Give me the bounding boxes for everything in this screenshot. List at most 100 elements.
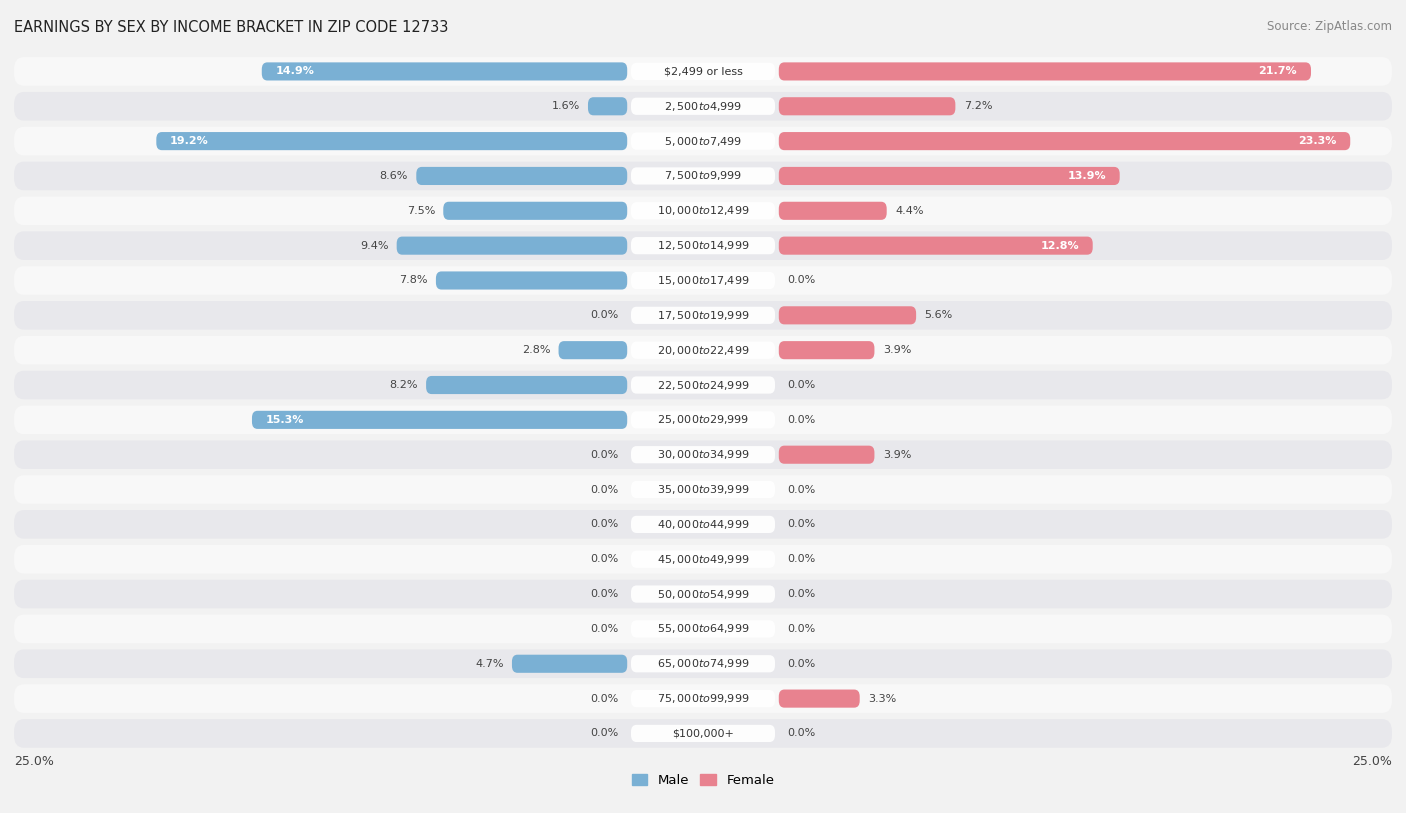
FancyBboxPatch shape: [631, 202, 775, 220]
Text: 25.0%: 25.0%: [14, 755, 53, 768]
FancyBboxPatch shape: [631, 550, 775, 567]
Text: $15,000 to $17,499: $15,000 to $17,499: [657, 274, 749, 287]
Text: $12,500 to $14,999: $12,500 to $14,999: [657, 239, 749, 252]
Text: 13.9%: 13.9%: [1067, 171, 1107, 181]
FancyBboxPatch shape: [779, 132, 1350, 150]
Text: 0.0%: 0.0%: [591, 450, 619, 459]
FancyBboxPatch shape: [631, 272, 775, 289]
FancyBboxPatch shape: [14, 232, 1392, 260]
Text: 25.0%: 25.0%: [1353, 755, 1392, 768]
FancyBboxPatch shape: [14, 580, 1392, 608]
Text: $100,000+: $100,000+: [672, 728, 734, 738]
Text: 7.5%: 7.5%: [406, 206, 434, 215]
Text: 7.8%: 7.8%: [399, 276, 427, 285]
FancyBboxPatch shape: [779, 689, 859, 707]
Text: 4.7%: 4.7%: [475, 659, 503, 669]
Text: 3.3%: 3.3%: [868, 693, 896, 703]
FancyBboxPatch shape: [631, 481, 775, 498]
Text: 0.0%: 0.0%: [591, 728, 619, 738]
Text: 0.0%: 0.0%: [591, 311, 619, 320]
FancyBboxPatch shape: [14, 92, 1392, 120]
FancyBboxPatch shape: [631, 376, 775, 393]
FancyBboxPatch shape: [512, 654, 627, 673]
Text: 0.0%: 0.0%: [787, 554, 815, 564]
Text: 0.0%: 0.0%: [591, 554, 619, 564]
FancyBboxPatch shape: [779, 63, 1310, 80]
FancyBboxPatch shape: [631, 98, 775, 115]
FancyBboxPatch shape: [631, 307, 775, 324]
Text: $2,500 to $4,999: $2,500 to $4,999: [664, 100, 742, 113]
FancyBboxPatch shape: [779, 202, 887, 220]
FancyBboxPatch shape: [14, 162, 1392, 190]
Text: 9.4%: 9.4%: [360, 241, 388, 250]
FancyBboxPatch shape: [779, 446, 875, 463]
Text: 12.8%: 12.8%: [1040, 241, 1078, 250]
Text: $75,000 to $99,999: $75,000 to $99,999: [657, 692, 749, 705]
FancyBboxPatch shape: [14, 510, 1392, 539]
Text: 0.0%: 0.0%: [787, 589, 815, 599]
Text: 0.0%: 0.0%: [787, 380, 815, 390]
FancyBboxPatch shape: [436, 272, 627, 289]
Text: 0.0%: 0.0%: [787, 520, 815, 529]
Text: Source: ZipAtlas.com: Source: ZipAtlas.com: [1267, 20, 1392, 33]
Text: $20,000 to $22,499: $20,000 to $22,499: [657, 344, 749, 357]
FancyBboxPatch shape: [631, 63, 775, 80]
FancyBboxPatch shape: [779, 98, 955, 115]
Text: $22,500 to $24,999: $22,500 to $24,999: [657, 379, 749, 392]
FancyBboxPatch shape: [416, 167, 627, 185]
Text: 0.0%: 0.0%: [591, 624, 619, 634]
Text: $30,000 to $34,999: $30,000 to $34,999: [657, 448, 749, 461]
FancyBboxPatch shape: [14, 650, 1392, 678]
Text: 1.6%: 1.6%: [551, 102, 579, 111]
FancyBboxPatch shape: [156, 132, 627, 150]
Text: $2,499 or less: $2,499 or less: [664, 67, 742, 76]
FancyBboxPatch shape: [14, 57, 1392, 85]
Text: 0.0%: 0.0%: [787, 415, 815, 425]
FancyBboxPatch shape: [14, 371, 1392, 399]
FancyBboxPatch shape: [631, 446, 775, 463]
FancyBboxPatch shape: [631, 655, 775, 672]
Text: 7.2%: 7.2%: [963, 102, 993, 111]
FancyBboxPatch shape: [14, 406, 1392, 434]
Text: 3.9%: 3.9%: [883, 346, 911, 355]
FancyBboxPatch shape: [779, 341, 875, 359]
FancyBboxPatch shape: [14, 476, 1392, 504]
FancyBboxPatch shape: [14, 441, 1392, 469]
FancyBboxPatch shape: [14, 301, 1392, 329]
Text: 0.0%: 0.0%: [591, 520, 619, 529]
FancyBboxPatch shape: [631, 237, 775, 254]
Text: 0.0%: 0.0%: [787, 624, 815, 634]
FancyBboxPatch shape: [396, 237, 627, 254]
FancyBboxPatch shape: [588, 98, 627, 115]
FancyBboxPatch shape: [631, 690, 775, 707]
FancyBboxPatch shape: [14, 336, 1392, 364]
Text: 8.2%: 8.2%: [389, 380, 418, 390]
Text: $55,000 to $64,999: $55,000 to $64,999: [657, 623, 749, 636]
Text: 14.9%: 14.9%: [276, 67, 315, 76]
Text: 0.0%: 0.0%: [591, 589, 619, 599]
FancyBboxPatch shape: [631, 133, 775, 150]
FancyBboxPatch shape: [426, 376, 627, 394]
Legend: Male, Female: Male, Female: [626, 768, 780, 792]
Text: 0.0%: 0.0%: [787, 485, 815, 494]
FancyBboxPatch shape: [779, 307, 917, 324]
Text: 0.0%: 0.0%: [787, 276, 815, 285]
Text: 23.3%: 23.3%: [1298, 136, 1337, 146]
Text: $17,500 to $19,999: $17,500 to $19,999: [657, 309, 749, 322]
FancyBboxPatch shape: [631, 620, 775, 637]
Text: 2.8%: 2.8%: [522, 346, 550, 355]
Text: $35,000 to $39,999: $35,000 to $39,999: [657, 483, 749, 496]
Text: 19.2%: 19.2%: [170, 136, 209, 146]
Text: 21.7%: 21.7%: [1258, 67, 1298, 76]
Text: $45,000 to $49,999: $45,000 to $49,999: [657, 553, 749, 566]
Text: 4.4%: 4.4%: [896, 206, 924, 215]
Text: 8.6%: 8.6%: [380, 171, 408, 181]
Text: $65,000 to $74,999: $65,000 to $74,999: [657, 657, 749, 670]
Text: $10,000 to $12,499: $10,000 to $12,499: [657, 204, 749, 217]
Text: $50,000 to $54,999: $50,000 to $54,999: [657, 588, 749, 601]
FancyBboxPatch shape: [14, 127, 1392, 155]
Text: 0.0%: 0.0%: [591, 693, 619, 703]
Text: 0.0%: 0.0%: [787, 728, 815, 738]
FancyBboxPatch shape: [631, 167, 775, 185]
FancyBboxPatch shape: [14, 615, 1392, 643]
